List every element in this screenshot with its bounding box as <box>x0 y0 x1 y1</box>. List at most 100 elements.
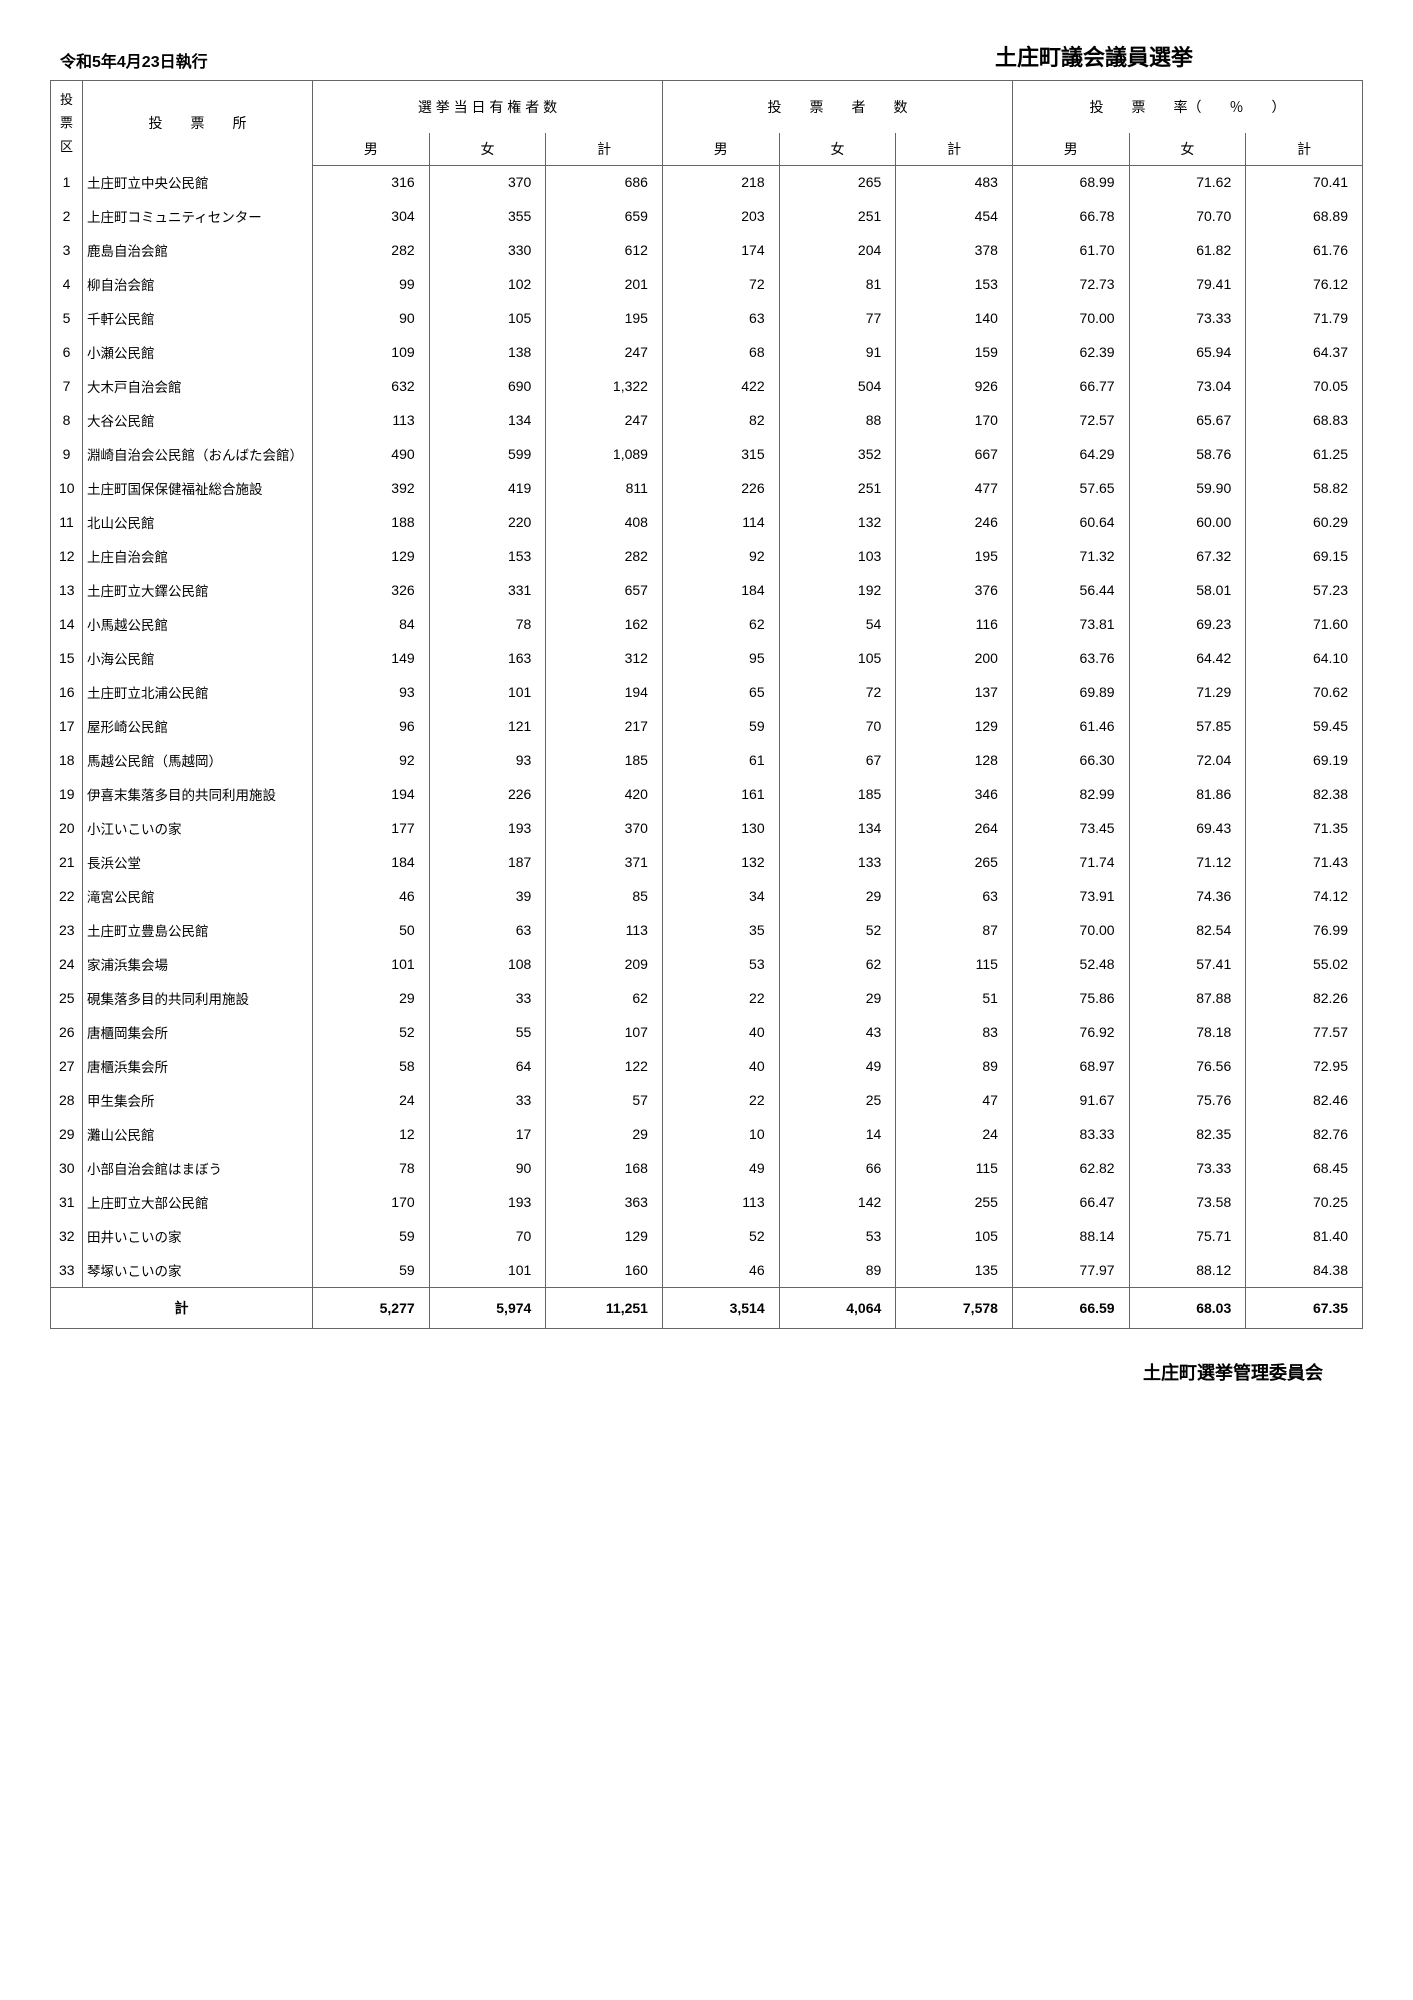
cell-em: 92 <box>313 743 430 777</box>
cell-vm: 95 <box>662 641 779 675</box>
cell-ef: 70 <box>429 1219 546 1253</box>
cell-n: 3 <box>51 233 83 267</box>
cell-n: 14 <box>51 607 83 641</box>
cell-vm: 203 <box>662 199 779 233</box>
cell-ef: 220 <box>429 505 546 539</box>
cell-vm: 34 <box>662 879 779 913</box>
cell-vf: 352 <box>779 437 896 471</box>
cell-place: 伊喜末集落多目的共同利用施設 <box>83 777 313 811</box>
cell-em: 113 <box>313 403 430 437</box>
cell-ef: 78 <box>429 607 546 641</box>
cell-n: 13 <box>51 573 83 607</box>
cell-place: 家浦浜集会場 <box>83 947 313 981</box>
cell-rt: 70.05 <box>1246 369 1363 403</box>
cell-rm: 60.64 <box>1012 505 1129 539</box>
cell-et: 247 <box>546 335 663 369</box>
cell-vf: 251 <box>779 199 896 233</box>
cell-et: 811 <box>546 471 663 505</box>
cell-ef: 419 <box>429 471 546 505</box>
cell-n: 1 <box>51 165 83 199</box>
cell-em: 58 <box>313 1049 430 1083</box>
cell-rt: 74.12 <box>1246 879 1363 913</box>
table-row: 23土庄町立豊島公民館506311335528770.0082.5476.99 <box>51 913 1363 947</box>
cell-place: 大木戸自治会館 <box>83 369 313 403</box>
cell-n: 27 <box>51 1049 83 1083</box>
cell-vm: 218 <box>662 165 779 199</box>
cell-rm: 75.86 <box>1012 981 1129 1015</box>
cell-em: 90 <box>313 301 430 335</box>
cell-rt: 64.10 <box>1246 641 1363 675</box>
cell-rt: 68.83 <box>1246 403 1363 437</box>
cell-em: 170 <box>313 1185 430 1219</box>
cell-rf: 73.33 <box>1129 301 1246 335</box>
cell-vf: 134 <box>779 811 896 845</box>
col-rate-total: 計 <box>1246 133 1363 166</box>
cell-n: 30 <box>51 1151 83 1185</box>
cell-place: 屋形崎公民館 <box>83 709 313 743</box>
totals-em: 5,277 <box>313 1287 430 1328</box>
cell-ef: 102 <box>429 267 546 301</box>
table-row: 32田井いこいの家5970129525310588.1475.7181.40 <box>51 1219 1363 1253</box>
cell-ef: 138 <box>429 335 546 369</box>
cell-rm: 77.97 <box>1012 1253 1129 1287</box>
cell-rf: 71.12 <box>1129 845 1246 879</box>
cell-ef: 331 <box>429 573 546 607</box>
cell-em: 59 <box>313 1219 430 1253</box>
cell-ef: 187 <box>429 845 546 879</box>
cell-n: 7 <box>51 369 83 403</box>
cell-n: 26 <box>51 1015 83 1049</box>
cell-rm: 66.78 <box>1012 199 1129 233</box>
cell-vt: 115 <box>896 1151 1013 1185</box>
table-row: 6小瀬公民館109138247689115962.3965.9464.37 <box>51 335 1363 369</box>
cell-rm: 88.14 <box>1012 1219 1129 1253</box>
cell-vm: 184 <box>662 573 779 607</box>
cell-rm: 64.29 <box>1012 437 1129 471</box>
cell-et: 29 <box>546 1117 663 1151</box>
cell-vm: 61 <box>662 743 779 777</box>
cell-n: 4 <box>51 267 83 301</box>
cell-rt: 58.82 <box>1246 471 1363 505</box>
cell-rt: 70.41 <box>1246 165 1363 199</box>
table-row: 9淵崎自治会公民館（おんばた会館）4905991,08931535266764.… <box>51 437 1363 471</box>
cell-et: 420 <box>546 777 663 811</box>
cell-vf: 103 <box>779 539 896 573</box>
cell-et: 185 <box>546 743 663 777</box>
cell-vm: 40 <box>662 1049 779 1083</box>
cell-vm: 92 <box>662 539 779 573</box>
cell-ef: 101 <box>429 675 546 709</box>
table-row: 25硯集落多目的共同利用施設29336222295175.8687.8882.2… <box>51 981 1363 1015</box>
cell-vf: 132 <box>779 505 896 539</box>
col-voters-female: 女 <box>779 133 896 166</box>
cell-rt: 71.79 <box>1246 301 1363 335</box>
table-row: 2上庄町コミュニティセンター30435565920325145466.7870.… <box>51 199 1363 233</box>
cell-et: 1,089 <box>546 437 663 471</box>
cell-place: 上庄町コミュニティセンター <box>83 199 313 233</box>
cell-em: 50 <box>313 913 430 947</box>
cell-rf: 73.04 <box>1129 369 1246 403</box>
cell-rm: 56.44 <box>1012 573 1129 607</box>
cell-place: 小江いこいの家 <box>83 811 313 845</box>
cell-em: 632 <box>313 369 430 403</box>
cell-vm: 35 <box>662 913 779 947</box>
cell-rf: 65.67 <box>1129 403 1246 437</box>
cell-ef: 330 <box>429 233 546 267</box>
cell-rt: 71.43 <box>1246 845 1363 879</box>
cell-vf: 133 <box>779 845 896 879</box>
cell-ef: 101 <box>429 1253 546 1287</box>
cell-place: 千軒公民館 <box>83 301 313 335</box>
cell-rt: 68.89 <box>1246 199 1363 233</box>
cell-place: 土庄町立大鐸公民館 <box>83 573 313 607</box>
cell-rf: 58.01 <box>1129 573 1246 607</box>
cell-rm: 73.81 <box>1012 607 1129 641</box>
cell-rf: 58.76 <box>1129 437 1246 471</box>
table-row: 1土庄町立中央公民館31637068621826548368.9971.6270… <box>51 165 1363 199</box>
cell-em: 282 <box>313 233 430 267</box>
col-place: 投 票 所 <box>83 81 313 166</box>
cell-vf: 52 <box>779 913 896 947</box>
cell-ef: 226 <box>429 777 546 811</box>
cell-rf: 57.85 <box>1129 709 1246 743</box>
cell-vm: 114 <box>662 505 779 539</box>
cell-rm: 57.65 <box>1012 471 1129 505</box>
cell-n: 24 <box>51 947 83 981</box>
cell-vt: 265 <box>896 845 1013 879</box>
